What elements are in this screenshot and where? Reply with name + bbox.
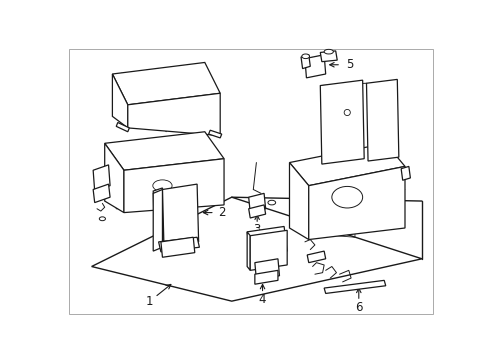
Polygon shape <box>246 232 250 270</box>
Polygon shape <box>116 122 129 132</box>
Polygon shape <box>248 205 265 218</box>
Polygon shape <box>289 143 404 186</box>
Polygon shape <box>93 184 110 203</box>
Polygon shape <box>112 62 220 105</box>
Ellipse shape <box>331 186 362 208</box>
Polygon shape <box>158 237 199 252</box>
Ellipse shape <box>99 217 105 221</box>
Polygon shape <box>123 159 224 213</box>
Polygon shape <box>162 184 198 247</box>
Polygon shape <box>320 80 364 164</box>
Polygon shape <box>161 237 194 257</box>
Ellipse shape <box>267 200 275 205</box>
Text: 3: 3 <box>253 223 260 236</box>
Polygon shape <box>153 189 162 251</box>
Polygon shape <box>254 259 279 280</box>
Ellipse shape <box>153 180 172 192</box>
Polygon shape <box>104 132 224 170</box>
Text: 2: 2 <box>218 206 225 219</box>
Polygon shape <box>93 165 110 191</box>
Polygon shape <box>289 163 308 239</box>
Polygon shape <box>305 55 325 78</box>
Text: 6: 6 <box>354 301 362 314</box>
Polygon shape <box>153 188 163 248</box>
Polygon shape <box>324 280 385 293</box>
Polygon shape <box>127 93 220 136</box>
Polygon shape <box>208 130 221 138</box>
Polygon shape <box>254 270 277 284</box>
Polygon shape <box>248 193 265 213</box>
Polygon shape <box>301 55 310 69</box>
Polygon shape <box>68 49 432 314</box>
Polygon shape <box>308 166 404 239</box>
Polygon shape <box>104 143 123 213</box>
Polygon shape <box>366 80 398 161</box>
Polygon shape <box>320 51 337 62</box>
Polygon shape <box>112 74 127 128</box>
Polygon shape <box>246 226 286 256</box>
Polygon shape <box>91 197 421 301</box>
Text: 4: 4 <box>258 293 266 306</box>
Ellipse shape <box>301 54 309 59</box>
Polygon shape <box>306 251 325 263</box>
Ellipse shape <box>324 49 333 54</box>
Text: 1: 1 <box>145 294 153 308</box>
Text: 5: 5 <box>345 58 352 71</box>
Circle shape <box>344 109 349 116</box>
Polygon shape <box>400 166 409 180</box>
Polygon shape <box>250 230 286 270</box>
